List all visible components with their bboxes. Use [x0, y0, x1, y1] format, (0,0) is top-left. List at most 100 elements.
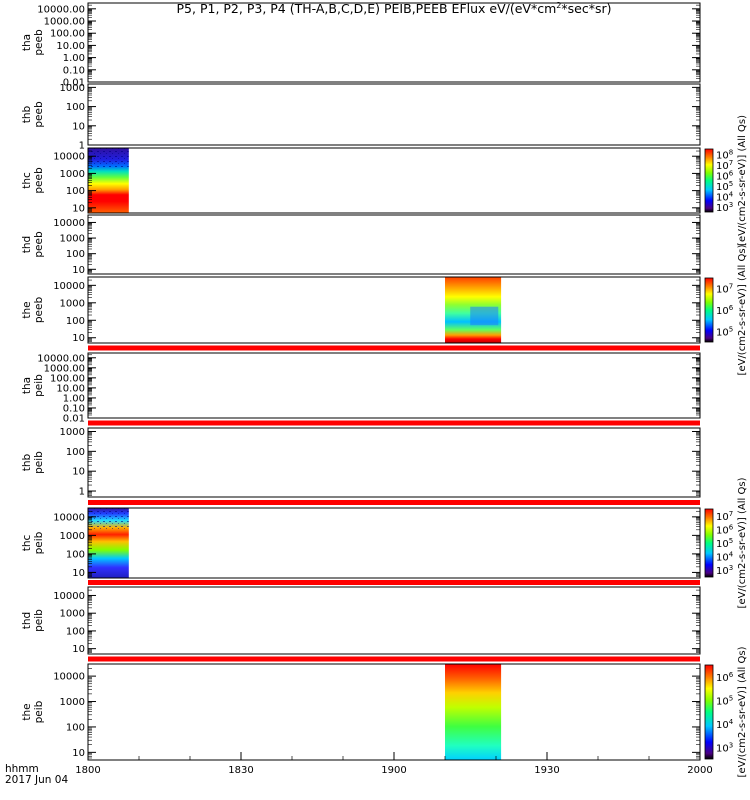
y-tick-label: 100.00: [50, 29, 85, 40]
y-tick-label: 1000: [60, 531, 85, 542]
y-axis-probe-label: thc: [21, 172, 33, 189]
spectrogram-block: [445, 664, 502, 760]
y-tick-label: 10: [72, 644, 85, 655]
data-gap-bar: [88, 420, 700, 426]
colorbar-tick-label: 106: [716, 169, 734, 182]
spectrogram-low-flux-patch: [470, 306, 499, 326]
colorbar: [704, 664, 714, 760]
y-axis-probe-label: thd: [21, 236, 33, 253]
colorbar-tick-label: 105: [716, 537, 733, 550]
panel-frame: [87, 83, 701, 146]
colorbar: [704, 148, 714, 213]
panel-frame: [87, 586, 701, 655]
panel-frame: [87, 276, 701, 344]
panel-frame: [87, 147, 701, 214]
y-tick-label: 10000: [53, 152, 85, 163]
y-axis-product-label: peeb: [33, 101, 45, 128]
colorbar-tick-label: 106: [716, 523, 734, 536]
y-tick-label: 10: [72, 568, 85, 579]
colorbar-tick-label: 103: [716, 201, 733, 214]
x-axis-unit-label: hhmm: [5, 763, 39, 775]
y-tick-label: 100: [66, 186, 85, 197]
y-tick-label: 1000.00: [44, 363, 85, 374]
y-axis-product-label: peib: [33, 374, 45, 397]
panel-frame: [87, 427, 701, 498]
y-tick-label: 1000: [60, 83, 85, 94]
y-tick-label: 100: [66, 102, 85, 113]
x-tick-label: 2000: [687, 765, 712, 776]
y-tick-label: 1.00: [63, 53, 85, 64]
y-tick-label: 1000.00: [44, 17, 85, 28]
y-tick-label: 10.00: [56, 41, 85, 52]
y-axis-product-label: peeb: [33, 167, 45, 194]
x-tick-label: 1930: [534, 765, 559, 776]
y-axis-product-label: peib: [33, 531, 45, 554]
y-tick-label: 10: [72, 121, 85, 132]
y-axis-product-label: peeb: [33, 231, 45, 258]
data-gap-bar: [88, 345, 700, 351]
y-tick-label: 100: [66, 249, 85, 260]
colorbar-tick-label: 104: [716, 718, 734, 731]
panel-frame: [87, 2, 701, 83]
y-tick-label: 0.01: [63, 414, 85, 425]
colorbar-tick-label: 105: [716, 694, 733, 707]
y-tick-label: 1000: [60, 169, 85, 180]
colorbar-label: [eV/(cm2-s-sr-eV)] (All Qs): [737, 646, 748, 777]
y-tick-label: 1.00: [63, 393, 85, 404]
y-axis-probe-label: the: [21, 301, 33, 318]
y-tick-label: 100: [66, 626, 85, 637]
data-gap-bar: [88, 656, 700, 662]
panel-thd-peeb: 10 100 1000 10000 thd peeb: [21, 214, 701, 276]
y-axis-product-label: peib: [33, 700, 45, 723]
colorbar-tick-label: 107: [716, 159, 733, 172]
panel-thd-peib: 10 100 1000 10000 thd peib: [21, 586, 701, 662]
colorbar-label: [eV/(cm2-s-sr-eV)] (All Qs): [737, 115, 748, 246]
y-tick-label: 100: [66, 549, 85, 560]
colorbar-tick-label: 106: [716, 304, 734, 317]
y-axis-probe-label: thb: [21, 105, 33, 123]
colorbar-tick-label: 105: [716, 180, 733, 193]
y-tick-label: 10: [72, 265, 85, 276]
colorbar: [704, 277, 714, 343]
y-tick-label: 0.01: [63, 78, 85, 89]
y-tick-label: 10000: [53, 218, 85, 229]
chart-title-suffix: *sec*sr): [561, 1, 612, 17]
y-axis-probe-label: the: [21, 703, 33, 720]
panel-thb-peib: 1 10 100 1000 thb peib: [21, 427, 701, 505]
y-axis-probe-label: tha: [21, 377, 33, 394]
panel-the-peib: 10 100 1000 10000 the peib 103 104 105 106 [eV/(cm…: [21, 646, 748, 777]
colorbar-tick-label: 103: [716, 741, 733, 754]
y-tick-label: 0.10: [63, 403, 85, 414]
y-tick-label: 10000: [53, 281, 85, 292]
colorbar-tick-label: 105: [716, 325, 733, 338]
panel-frame: [87, 214, 701, 275]
date-label: 2017 Jun 04: [5, 774, 69, 786]
y-axis-probe-label: thb: [21, 453, 33, 471]
y-tick-label: 1000: [60, 697, 85, 708]
y-axis-probe-label: thc: [21, 535, 33, 552]
y-tick-label: 10000: [53, 591, 85, 602]
y-tick-label: 1000: [60, 427, 85, 438]
y-axis-probe-label: thd: [21, 612, 33, 629]
panel-frame: [87, 352, 701, 419]
y-axis-product-label: peib: [33, 609, 45, 632]
y-axis-product-label: peib: [33, 451, 45, 474]
y-axis-product-label: peeb: [33, 297, 45, 324]
x-tick-label: 1900: [381, 765, 406, 776]
y-tick-label: 10: [72, 748, 85, 759]
panel-the-peeb: 10 100 1000 10000 the peeb 105 106 107 [eV/(cm2-s…: [21, 244, 748, 375]
colorbar-label: [eV/(cm2-s-sr-eV)] (All Qs): [737, 244, 748, 375]
y-tick-label: 100: [66, 722, 85, 733]
y-tick-label: 10000.00: [37, 4, 85, 15]
y-tick-label: 10: [72, 333, 85, 344]
y-tick-label: 1000: [60, 234, 85, 245]
panel-frame: [87, 507, 701, 579]
y-tick-label: 10.00: [56, 383, 85, 394]
y-tick-label: 1: [79, 141, 85, 152]
y-tick-label: 10: [72, 203, 85, 214]
colorbar: [704, 508, 714, 578]
spectrogram-noise-overlay: [88, 148, 129, 168]
